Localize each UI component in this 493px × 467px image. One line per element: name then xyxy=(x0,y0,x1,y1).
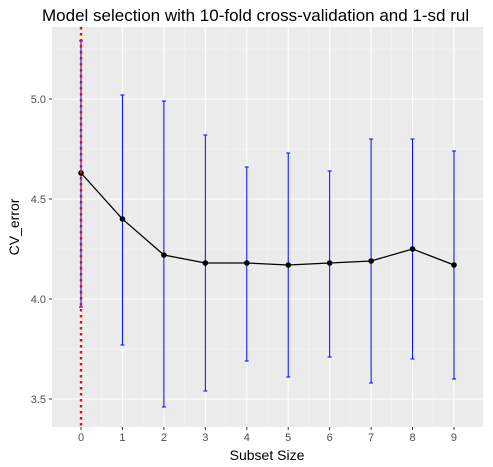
y-tick-label: 3.5 xyxy=(31,394,46,406)
data-point xyxy=(161,252,167,258)
x-tick-label: 5 xyxy=(285,432,291,444)
x-tick-label: 6 xyxy=(327,432,333,444)
y-tick-label: 4.5 xyxy=(31,194,46,206)
data-point xyxy=(451,262,457,268)
x-tick-label: 7 xyxy=(368,432,374,444)
data-point xyxy=(120,216,126,222)
data-point xyxy=(327,260,333,266)
x-tick-label: 8 xyxy=(409,432,415,444)
x-axis-ticks: 0 1 2 3 4 5 6 7 8 9 xyxy=(78,427,457,444)
x-tick-label: 3 xyxy=(202,432,208,444)
data-point xyxy=(410,246,416,252)
chart-title: Model selection with 10-fold cross-valid… xyxy=(42,6,469,25)
x-tick-label: 1 xyxy=(119,432,125,444)
x-tick-label: 4 xyxy=(244,432,250,444)
x-tick-label: 2 xyxy=(161,432,167,444)
x-axis-title: Subset Size xyxy=(230,447,305,463)
x-tick-label: 9 xyxy=(451,432,457,444)
data-point xyxy=(203,260,209,266)
y-tick-label: 4.0 xyxy=(31,294,46,306)
y-axis-ticks: 3.5 4.0 4.5 5.0 xyxy=(31,94,52,406)
y-tick-label: 5.0 xyxy=(31,94,46,106)
y-axis-title: CV_error xyxy=(6,198,22,255)
x-tick-label: 0 xyxy=(78,432,84,444)
data-point xyxy=(368,258,374,264)
data-point xyxy=(244,260,250,266)
data-point xyxy=(285,262,291,268)
